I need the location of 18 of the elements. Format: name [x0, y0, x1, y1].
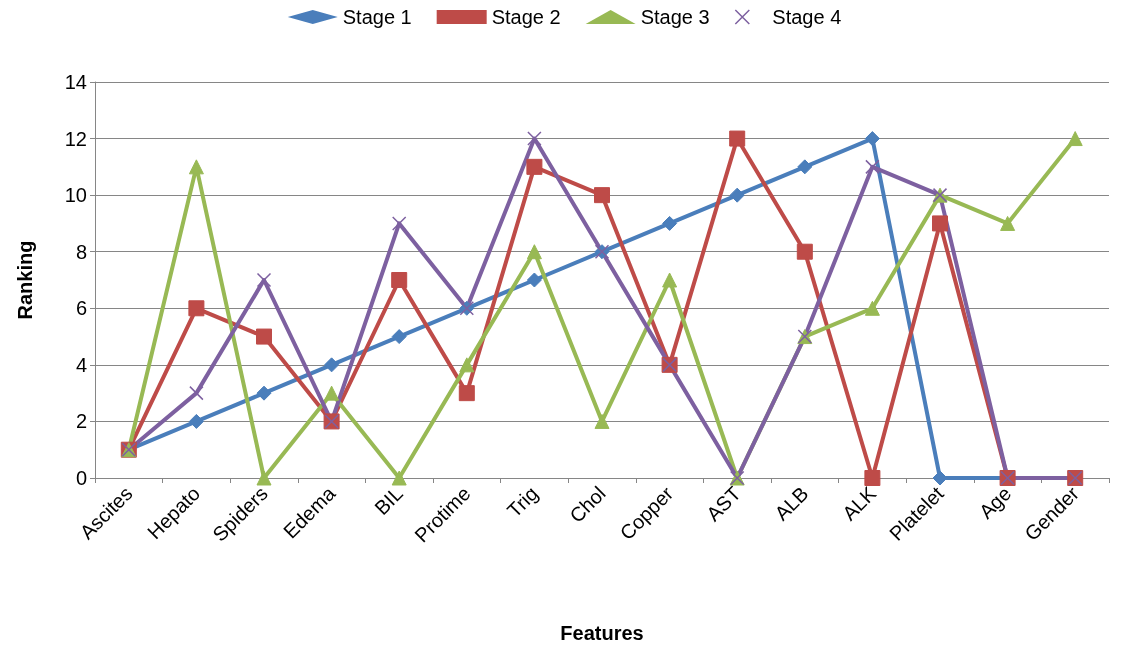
y-tick-label: 12 [64, 127, 87, 150]
legend-label: Stage 1 [342, 6, 412, 28]
y-tick-label: 0 [75, 467, 87, 489]
x-tick-label: Age [974, 482, 1016, 523]
x-tick-label: Trig [502, 482, 543, 522]
legend-label: Stage 4 [772, 6, 842, 28]
legend-label: Stage 2 [491, 6, 561, 28]
y-tick-label: 14 [64, 71, 87, 93]
x-tick-label: BIL [370, 482, 407, 519]
y-tick-label: 4 [75, 353, 87, 376]
x-tick-label: ALB [770, 482, 813, 525]
y-tick-label: 6 [75, 297, 87, 320]
y-tick-label: 2 [75, 410, 87, 433]
y-axis-title: Ranking [14, 240, 36, 320]
x-axis-title: Features [560, 622, 644, 644]
y-tick-label: 10 [64, 184, 87, 207]
legend-label: Stage 3 [640, 6, 710, 28]
y-tick-label: 8 [75, 240, 87, 263]
